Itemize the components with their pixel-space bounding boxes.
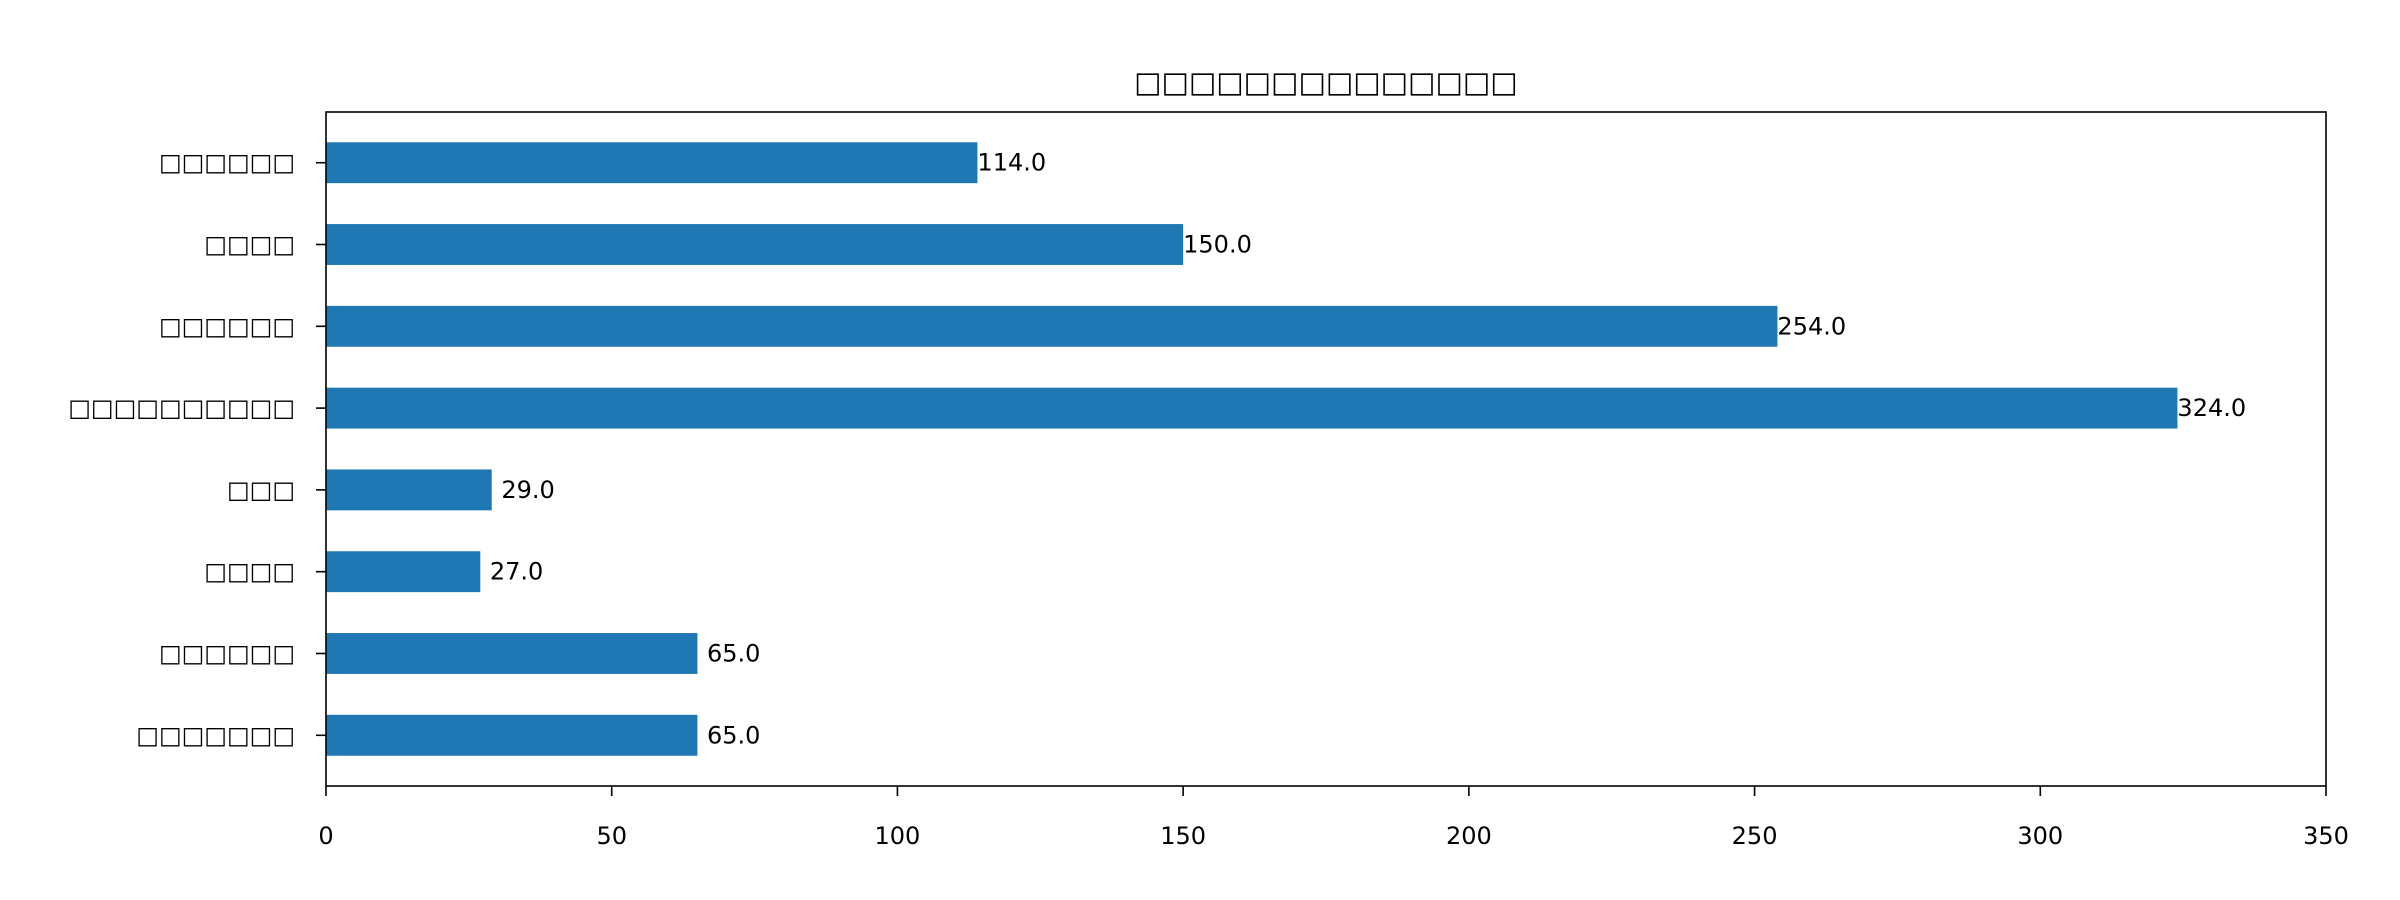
y-tick-label: □□□□□□ [159, 639, 295, 667]
x-tick-label: 0 [318, 822, 333, 850]
data-label: 65.0 [707, 721, 760, 749]
chart-title: □□□□□□□□□□□□□□ [1134, 65, 1518, 99]
y-tick-label: □□□□□□□□□□ [68, 394, 295, 422]
bar [326, 387, 2178, 429]
x-tick-label: 50 [596, 822, 627, 850]
bar [326, 142, 978, 184]
x-tick-label: 150 [1160, 822, 1206, 850]
data-label: 150.0 [1183, 231, 1252, 259]
bar [326, 551, 481, 593]
y-tick-label: □□□□ [204, 231, 295, 259]
bar [326, 714, 698, 756]
x-tick-label: 350 [2303, 822, 2349, 850]
bar [326, 224, 1184, 265]
x-tick-label: 250 [1732, 822, 1778, 850]
bars-layer [326, 142, 2178, 756]
data-label: 114.0 [977, 149, 1046, 177]
data-label: 65.0 [707, 639, 760, 667]
plot-frame [325, 111, 2327, 787]
data-label: 324.0 [2177, 394, 2246, 422]
data-label: 27.0 [490, 558, 543, 586]
data-label: 29.0 [501, 476, 554, 504]
bar [326, 633, 698, 674]
y-axis: □□□□□□□□□□□□□□□□□□□□□□□□□□□□□□□□□□□□□□□□… [68, 149, 326, 749]
data-labels-layer: 114.0 150.0 254.0 324.0 29.0 27.0 65.0 65.0 [490, 149, 2246, 750]
bar [326, 305, 1778, 347]
y-tick-label: □□□ [227, 476, 295, 504]
x-tick-label: 300 [2017, 822, 2063, 850]
y-tick-label: □□□□□□□ [136, 721, 295, 749]
x-tick-label: 100 [875, 822, 921, 850]
bar [326, 469, 492, 511]
y-tick-label: □□□□□□ [159, 312, 295, 340]
x-tick-label: 200 [1446, 822, 1492, 850]
y-tick-label: □□□□ [204, 558, 295, 586]
data-label: 254.0 [1777, 312, 1846, 340]
y-tick-label: □□□□□□ [159, 149, 295, 177]
x-axis: 0 50 100 150 200 250 300 350 [318, 786, 2349, 850]
